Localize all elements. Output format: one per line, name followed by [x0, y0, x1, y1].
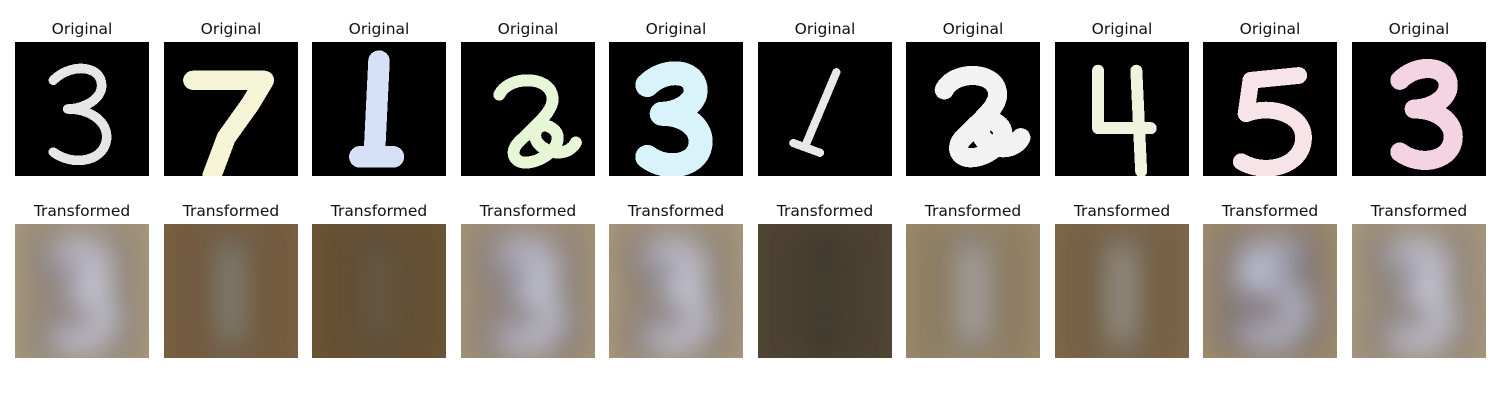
digit-image — [1055, 42, 1189, 176]
panel-title: Transformed — [33, 202, 131, 220]
digit-image — [758, 224, 892, 358]
digit-image — [15, 224, 149, 358]
panel-title: Original — [645, 20, 707, 38]
digit-image — [164, 42, 298, 176]
panel-title: Original — [1388, 20, 1450, 38]
panel-title: Original — [1091, 20, 1153, 38]
digit-image — [1352, 224, 1486, 358]
panel-title: Transformed — [330, 202, 428, 220]
panel-title: Original — [497, 20, 559, 38]
panel-title: Transformed — [182, 202, 280, 220]
panel-title: Transformed — [627, 202, 725, 220]
panel-title: Original — [794, 20, 856, 38]
digit-image — [609, 224, 743, 358]
panel-title: Original — [51, 20, 113, 38]
digit-image — [1352, 42, 1486, 176]
digit-image — [164, 224, 298, 358]
digit-image — [461, 42, 595, 176]
digit-image — [609, 42, 743, 176]
panel-title: Original — [200, 20, 262, 38]
panel-title: Transformed — [924, 202, 1022, 220]
digit-image — [312, 224, 446, 358]
digit-image — [1203, 42, 1337, 176]
panel-title: Original — [348, 20, 410, 38]
digit-image — [461, 224, 595, 358]
digit-image — [758, 42, 892, 176]
panel-title: Transformed — [1073, 202, 1171, 220]
panel-title: Transformed — [1221, 202, 1319, 220]
digit-image — [312, 42, 446, 176]
panel-title: Original — [1239, 20, 1301, 38]
digit-image — [1203, 224, 1337, 358]
digit-image — [15, 42, 149, 176]
panel-title: Transformed — [479, 202, 577, 220]
digit-image — [1055, 224, 1189, 358]
panel-title: Transformed — [1370, 202, 1468, 220]
panel-title: Original — [942, 20, 1004, 38]
panel-title: Transformed — [776, 202, 874, 220]
digit-image — [906, 224, 1040, 358]
digit-image — [906, 42, 1040, 176]
